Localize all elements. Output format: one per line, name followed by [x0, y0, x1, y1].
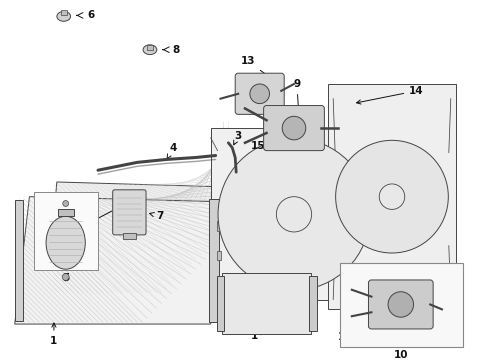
Text: 6: 6: [87, 10, 95, 21]
Circle shape: [379, 184, 405, 210]
Bar: [15, 199, 23, 321]
Text: 12: 12: [433, 307, 465, 342]
Ellipse shape: [143, 45, 157, 55]
Bar: [340, 263, 463, 347]
Ellipse shape: [218, 138, 370, 290]
Circle shape: [276, 197, 312, 232]
Circle shape: [250, 84, 270, 104]
Text: 8: 8: [172, 45, 180, 55]
Polygon shape: [305, 167, 365, 210]
Circle shape: [388, 292, 414, 317]
Polygon shape: [295, 228, 327, 288]
Polygon shape: [239, 226, 290, 281]
Polygon shape: [341, 201, 386, 237]
Text: 9: 9: [294, 79, 300, 112]
Polygon shape: [339, 161, 383, 197]
FancyBboxPatch shape: [264, 105, 324, 150]
Bar: [216, 185, 225, 292]
Polygon shape: [381, 208, 409, 249]
Circle shape: [63, 201, 69, 207]
Bar: [211, 128, 377, 300]
Bar: [328, 84, 456, 309]
Bar: [122, 233, 136, 239]
Text: 11: 11: [338, 318, 359, 342]
Bar: [217, 276, 224, 331]
FancyBboxPatch shape: [113, 190, 146, 235]
Text: 15: 15: [250, 141, 280, 151]
Circle shape: [282, 116, 306, 140]
Bar: [217, 280, 221, 290]
Ellipse shape: [336, 140, 448, 253]
Polygon shape: [221, 201, 278, 233]
Polygon shape: [398, 156, 443, 193]
Text: 14: 14: [357, 86, 424, 104]
Polygon shape: [375, 144, 403, 186]
Polygon shape: [290, 141, 323, 198]
Text: 2: 2: [64, 202, 124, 236]
FancyBboxPatch shape: [235, 73, 284, 114]
Text: 7: 7: [150, 211, 164, 221]
Polygon shape: [47, 182, 222, 295]
Polygon shape: [235, 150, 286, 207]
Circle shape: [62, 274, 69, 280]
Polygon shape: [308, 214, 366, 257]
Text: 13: 13: [241, 57, 276, 82]
Ellipse shape: [46, 216, 85, 269]
Text: 3: 3: [234, 131, 242, 145]
Bar: [61, 10, 67, 15]
Bar: [309, 276, 317, 331]
Ellipse shape: [57, 12, 71, 21]
Bar: [34, 192, 98, 270]
Polygon shape: [401, 197, 445, 233]
Bar: [222, 273, 311, 334]
Text: 4: 4: [167, 143, 177, 158]
Text: 5: 5: [62, 273, 69, 283]
Text: 10: 10: [393, 350, 408, 360]
Bar: [217, 221, 221, 231]
Bar: [58, 210, 74, 216]
Bar: [147, 45, 153, 50]
FancyBboxPatch shape: [368, 280, 433, 329]
Polygon shape: [15, 197, 216, 324]
Circle shape: [222, 201, 234, 212]
Text: 1: 1: [251, 330, 264, 341]
Bar: [209, 199, 219, 322]
Bar: [217, 251, 221, 260]
Text: 1: 1: [50, 323, 57, 346]
